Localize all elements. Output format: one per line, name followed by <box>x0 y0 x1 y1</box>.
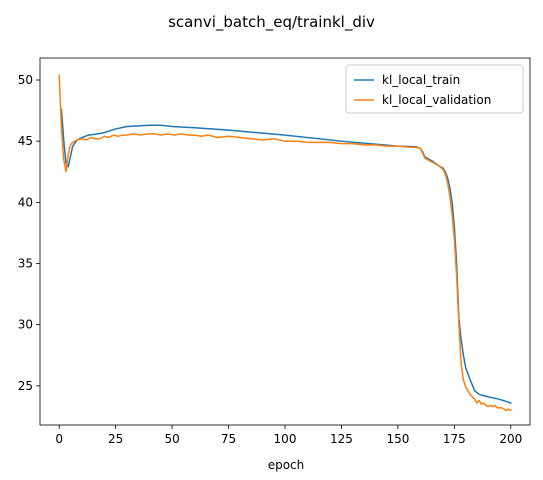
x-tick-label: 25 <box>108 432 123 446</box>
x-tick-label: 100 <box>274 432 297 446</box>
x-axis: 0 25 50 75 100 125 150 175 200 <box>55 425 522 446</box>
x-tick-label: 50 <box>164 432 179 446</box>
legend: kl_local_train kl_local_validation <box>345 64 524 114</box>
y-tick-label: 40 <box>18 195 33 209</box>
series-line-kl-local-train <box>60 108 512 404</box>
y-tick-label: 50 <box>18 73 33 87</box>
x-tick-label: 150 <box>386 432 409 446</box>
x-tick-label: 0 <box>55 432 63 446</box>
series-line-kl-local-validation <box>58 74 512 412</box>
legend-box <box>345 64 524 114</box>
plot-area <box>58 74 512 412</box>
y-tick-label: 35 <box>18 257 33 271</box>
y-tick-label: 45 <box>18 134 33 148</box>
x-tick-label: 175 <box>443 432 466 446</box>
x-tick-label: 200 <box>499 432 522 446</box>
y-tick-label: 30 <box>18 318 33 332</box>
y-axis: 25 30 35 40 45 50 <box>18 73 40 393</box>
x-tick-label: 75 <box>221 432 236 446</box>
y-tick-label: 25 <box>18 379 33 393</box>
legend-label: kl_local_train <box>382 73 460 87</box>
chart-title: scanvi_batch_eq/trainkl_div <box>168 13 375 32</box>
x-axis-label: epoch <box>268 458 305 472</box>
x-tick-label: 125 <box>330 432 353 446</box>
legend-label: kl_local_validation <box>382 93 491 107</box>
